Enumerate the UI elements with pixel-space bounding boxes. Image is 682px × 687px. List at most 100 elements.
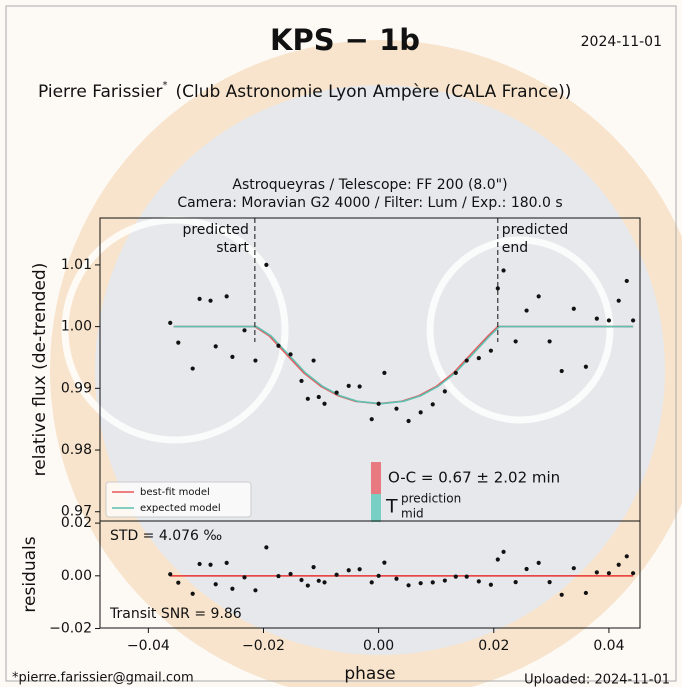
data-point: [213, 582, 218, 587]
data-point: [630, 571, 636, 576]
data-point: [571, 306, 576, 311]
data-point: [536, 294, 541, 299]
data-point: [346, 383, 351, 388]
author: Pierre Farissier* (Club Astronomie Lyon A…: [38, 80, 571, 102]
x-axis-label: phase: [344, 664, 395, 684]
date: 2024-11-01: [581, 34, 662, 50]
x-tick-label: −0.02: [242, 638, 285, 654]
data-point: [369, 417, 374, 422]
data-point: [382, 560, 387, 565]
plots: 0.97 0.98 0.99 1.00 1.01 relative flux (de-tr…: [20, 217, 641, 684]
x-tick-label: 0.04: [593, 638, 624, 654]
data-point: [176, 580, 181, 585]
std-label: STD = 4.076 ‰: [110, 528, 222, 544]
data-point: [430, 402, 435, 407]
data-point: [442, 578, 447, 583]
data-point: [394, 576, 399, 581]
data-point: [418, 581, 423, 586]
prediction-label: start: [216, 240, 249, 256]
data-point: [316, 578, 321, 583]
data-point: [624, 278, 629, 284]
data-point: [376, 573, 381, 578]
data-point: [630, 318, 636, 323]
data-point: [253, 588, 258, 593]
y-tick-label: 1.00: [61, 319, 92, 335]
data-point: [316, 394, 321, 400]
data-point: [616, 298, 621, 303]
data-point: [299, 378, 304, 384]
data-point: [376, 401, 381, 406]
y-tick-label: 0.02: [61, 515, 92, 531]
data-point: [394, 406, 399, 411]
data-point: [476, 579, 481, 584]
prediction-label: end: [502, 240, 528, 256]
data-point: [606, 318, 612, 323]
prediction-label: predicted: [182, 222, 248, 238]
data-point: [242, 575, 247, 580]
legend-label: best-fit model: [140, 487, 210, 498]
data-point: [536, 560, 541, 566]
data-point: [276, 573, 281, 579]
data-point: [334, 572, 339, 577]
data-point: [406, 418, 411, 424]
data-point: [197, 561, 202, 567]
watermark-disc: [95, 85, 665, 655]
affiliation: (Club Astronomie Lyon Ampère (CALA Franc…: [175, 82, 571, 102]
data-point: [311, 358, 316, 363]
data-point: [369, 580, 374, 585]
author-mark: *: [162, 80, 167, 91]
data-point: [208, 562, 213, 567]
y-tick-label: 0.97: [61, 504, 92, 520]
data-point: [418, 410, 423, 415]
frame: [5, 5, 677, 682]
uploaded: Uploaded: 2024-11-01: [524, 673, 670, 687]
data-point: [547, 339, 552, 344]
data-point: [224, 560, 229, 566]
y-tick-label: 1.01: [61, 257, 92, 273]
prediction-label: predicted: [502, 222, 568, 238]
data-point: [583, 590, 588, 596]
tmid-label: T: [385, 496, 398, 518]
data-point: [230, 354, 235, 359]
data-point: [299, 577, 304, 583]
y-axis-label: residuals: [20, 536, 40, 612]
data-point: [230, 586, 235, 591]
data-point: [501, 268, 506, 273]
oc-label: O-C = 0.67 ± 2.02 min: [388, 469, 560, 487]
data-point: [442, 389, 447, 394]
data-point: [606, 571, 612, 576]
data-point: [213, 344, 218, 349]
data-point: [571, 566, 576, 571]
y-tick-label: 0.99: [61, 380, 92, 396]
legend-label: expected model: [140, 503, 221, 514]
x-tick-label: 0.00: [363, 638, 394, 654]
data-point: [224, 294, 229, 299]
x-tick-label: 0.02: [478, 638, 509, 654]
watermark-logo: [61, 216, 614, 444]
data-point: [305, 396, 310, 401]
data-point: [513, 339, 518, 344]
x-tick-label: −0.04: [127, 638, 170, 654]
data-point: [488, 582, 493, 587]
data-point: [168, 320, 173, 326]
data-point: [253, 358, 258, 363]
data-point: [453, 574, 458, 579]
data-point: [453, 370, 458, 375]
data-point: [495, 557, 500, 562]
tmid-bar: [371, 494, 381, 522]
data-point: [346, 568, 351, 573]
data-point: [524, 308, 529, 313]
data-point: [464, 358, 469, 363]
y-tick-label: 0.98: [61, 442, 92, 458]
data-point: [264, 262, 269, 268]
data-point: [197, 296, 202, 301]
data-point: [176, 340, 181, 345]
data-point: [357, 384, 362, 389]
legend-box: [105, 481, 252, 518]
data-point: [357, 567, 362, 572]
data-point: [495, 286, 500, 291]
data-point: [322, 580, 327, 585]
tmid-sup: prediction: [401, 492, 461, 506]
data-point: [190, 366, 195, 371]
